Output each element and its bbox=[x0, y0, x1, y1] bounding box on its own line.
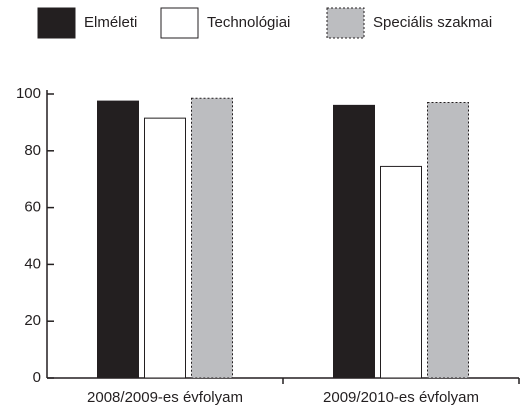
legend-swatch bbox=[160, 7, 199, 39]
y-tick-label: 80 bbox=[24, 142, 41, 159]
y-tick-label: 20 bbox=[24, 312, 41, 329]
legend-label: Speciális szakmai bbox=[373, 14, 492, 31]
bar bbox=[191, 97, 233, 379]
y-tick-label: 0 bbox=[33, 369, 41, 386]
bar bbox=[380, 165, 422, 379]
legend-swatch bbox=[326, 7, 365, 39]
x-tick-label: 2008/2009-es évfolyam bbox=[87, 389, 243, 406]
bar bbox=[97, 100, 139, 379]
y-tick-label: 60 bbox=[24, 199, 41, 216]
bar bbox=[333, 104, 375, 379]
legend-swatch bbox=[37, 7, 76, 39]
y-tick-label: 40 bbox=[24, 255, 41, 272]
bar bbox=[427, 102, 469, 379]
legend-label: Technológiai bbox=[207, 14, 290, 31]
y-tick-label: 100 bbox=[16, 85, 41, 102]
legend-label: Elméleti bbox=[84, 14, 137, 31]
x-tick-label: 2009/2010-es évfolyam bbox=[323, 389, 479, 406]
bar bbox=[144, 117, 186, 379]
